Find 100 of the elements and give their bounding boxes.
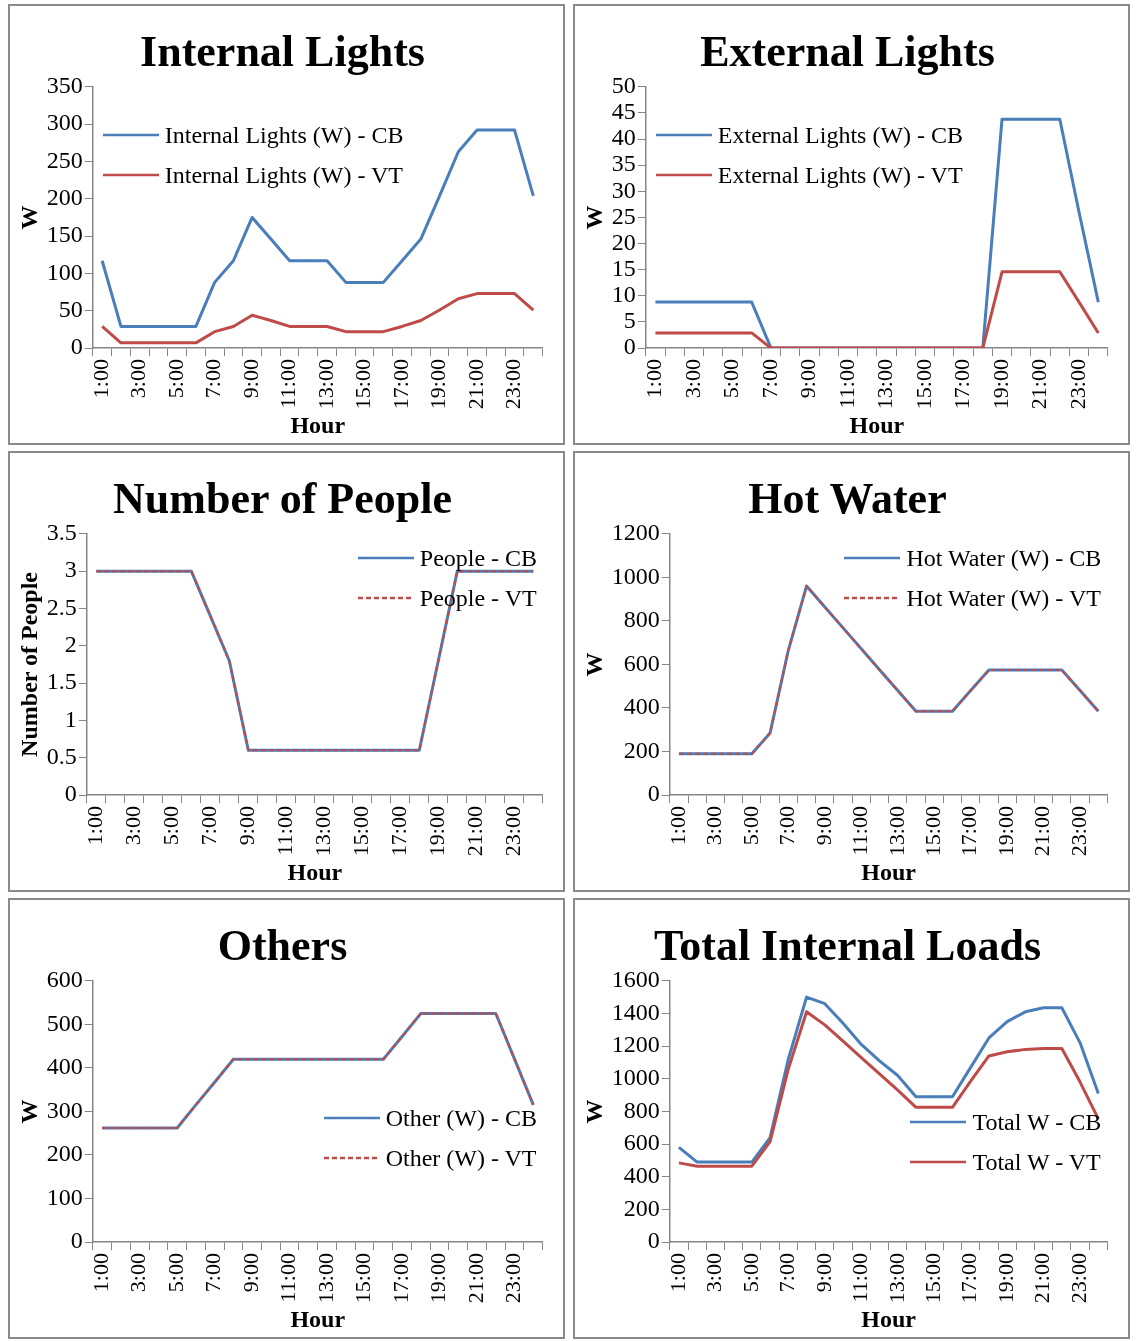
- x-tick-label: 3:00: [679, 359, 705, 399]
- x-tick-label: 15:00: [919, 1253, 945, 1304]
- y-tick-label: 150: [46, 221, 83, 248]
- x-axis-title: Hour: [287, 858, 343, 885]
- x-tick-label: 9:00: [234, 806, 260, 846]
- x-tick-label: 7:00: [200, 1253, 226, 1293]
- y-tick-label: 600: [623, 649, 660, 676]
- y-tick-label: 0: [70, 333, 83, 360]
- y-tick-label: 50: [58, 296, 83, 323]
- x-tick-label: 17:00: [387, 359, 413, 410]
- x-tick-label: 11:00: [275, 1253, 301, 1303]
- chart-title: Internal Lights: [140, 26, 425, 76]
- y-tick-label: 400: [623, 693, 660, 720]
- x-tick-label: 11:00: [833, 359, 859, 409]
- chart-title: Number of People: [113, 473, 452, 523]
- x-tick-label: 23:00: [1064, 359, 1090, 410]
- x-tick-label: 5:00: [158, 806, 184, 846]
- x-tick-label: 21:00: [1029, 806, 1055, 857]
- x-tick-label: 21:00: [1026, 359, 1052, 410]
- y-axis-title: Number of People: [15, 571, 42, 757]
- x-tick-label: 1:00: [87, 1253, 113, 1293]
- legend-label: Internal Lights (W) - VT: [164, 160, 403, 190]
- x-tick-label: 5:00: [162, 1253, 188, 1293]
- legend-label: Other (W) - VT: [385, 1144, 537, 1174]
- legend-label: External Lights (W) - CB: [717, 120, 964, 150]
- y-tick-label: 200: [623, 736, 660, 763]
- chart-title: Hot Water: [748, 473, 947, 523]
- y-tick-label: 3: [64, 556, 77, 583]
- y-tick-label: 600: [46, 966, 83, 993]
- legend-label: Hot Water (W) - CB: [906, 543, 1102, 573]
- x-tick-label: 3:00: [125, 1253, 151, 1293]
- x-tick-label: 3:00: [701, 806, 727, 846]
- y-axis-title: W: [580, 1099, 607, 1124]
- y-tick-label: 1200: [611, 1031, 660, 1058]
- y-axis-title: W: [15, 205, 42, 230]
- x-tick-label: 9:00: [237, 1253, 263, 1293]
- y-tick-label: 25: [611, 202, 636, 229]
- x-tick-label: 9:00: [810, 806, 836, 846]
- x-tick-label: 15:00: [350, 359, 376, 410]
- y-tick-label: 1000: [611, 1064, 660, 1091]
- x-tick-label: 19:00: [992, 806, 1018, 857]
- x-tick-label: 7:00: [774, 1253, 800, 1293]
- y-tick-label: 15: [611, 255, 636, 281]
- x-tick-label: 19:00: [425, 1253, 451, 1304]
- legend-label: People - CB: [419, 543, 538, 573]
- x-axis-title: Hour: [290, 1305, 346, 1332]
- x-tick-label: 17:00: [386, 806, 412, 857]
- y-tick-label: 1200: [611, 519, 660, 546]
- x-tick-label: 17:00: [949, 359, 975, 410]
- x-tick-label: 23:00: [500, 1253, 526, 1304]
- y-tick-label: 35: [611, 150, 636, 177]
- x-tick-label: 15:00: [350, 1253, 376, 1304]
- x-tick-label: 21:00: [462, 359, 488, 410]
- x-tick-label: 1:00: [664, 1253, 690, 1293]
- y-tick-label: 0: [647, 780, 660, 807]
- y-tick-label: 350: [46, 72, 83, 99]
- chart-title: Others: [217, 920, 348, 970]
- x-tick-label: 9:00: [237, 359, 263, 399]
- y-tick-label: 0: [647, 1227, 660, 1254]
- legend-label: Total W - VT: [972, 1148, 1101, 1178]
- y-tick-label: 50: [611, 72, 636, 99]
- x-tick-label: 21:00: [1029, 1253, 1055, 1304]
- x-tick-label: 17:00: [956, 1253, 982, 1304]
- x-tick-label: 9:00: [795, 359, 821, 399]
- y-tick-label: 20: [611, 228, 636, 255]
- x-tick-label: 19:00: [992, 1253, 1018, 1304]
- legend-label: Hot Water (W) - VT: [906, 583, 1101, 613]
- x-tick-label: 19:00: [987, 359, 1013, 410]
- y-tick-label: 3.5: [46, 519, 77, 546]
- y-tick-label: 10: [611, 281, 636, 308]
- y-tick-label: 40: [611, 124, 636, 151]
- y-tick-label: 400: [46, 1053, 83, 1080]
- y-tick-label: 30: [611, 176, 636, 203]
- x-tick-label: 17:00: [387, 1253, 413, 1304]
- y-tick-label: 200: [623, 1194, 660, 1221]
- y-tick-label: 0: [623, 333, 636, 360]
- x-tick-label: 17:00: [956, 806, 982, 857]
- x-axis-title: Hour: [849, 411, 905, 438]
- y-tick-label: 5: [623, 307, 636, 334]
- x-tick-label: 13:00: [310, 806, 336, 857]
- x-tick-label: 1:00: [82, 806, 108, 846]
- x-tick-label: 11:00: [275, 359, 301, 409]
- legend-label: External Lights (W) - VT: [717, 160, 963, 190]
- y-tick-label: 100: [46, 1183, 83, 1210]
- y-tick-label: 45: [611, 98, 636, 125]
- x-tick-label: 3:00: [125, 359, 151, 399]
- y-axis-title: W: [15, 1099, 42, 1124]
- x-tick-label: 19:00: [424, 806, 450, 857]
- x-tick-label: 23:00: [1065, 806, 1091, 857]
- x-tick-label: 7:00: [200, 359, 226, 399]
- y-axis-title: W: [580, 652, 607, 677]
- y-tick-label: 800: [623, 1096, 660, 1123]
- x-tick-label: 23:00: [500, 806, 526, 857]
- legend-label: Other (W) - CB: [385, 1104, 537, 1134]
- y-tick-label: 2: [64, 631, 77, 658]
- x-tick-label: 5:00: [718, 359, 744, 399]
- x-tick-label: 15:00: [348, 806, 374, 857]
- y-tick-label: 300: [46, 1096, 83, 1123]
- x-tick-label: 1:00: [87, 359, 113, 399]
- x-tick-label: 5:00: [162, 359, 188, 399]
